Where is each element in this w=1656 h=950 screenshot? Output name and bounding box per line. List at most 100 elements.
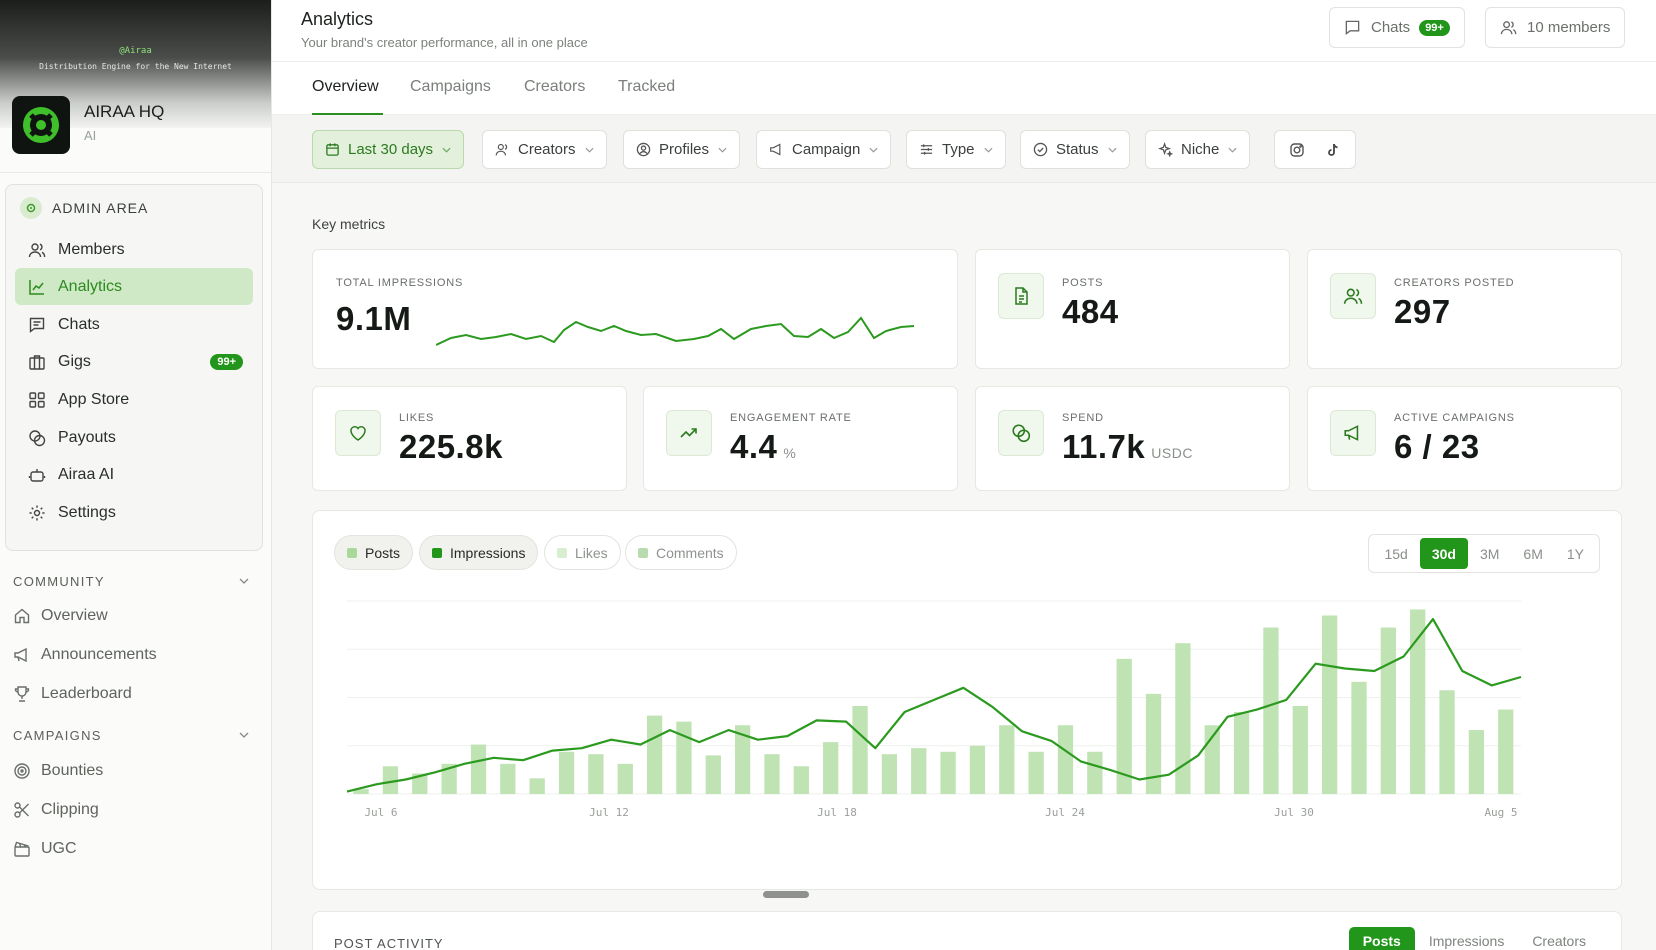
type-filter[interactable]: Type	[906, 130, 1006, 169]
sidebar-item-announcements[interactable]: Announcements	[13, 646, 157, 664]
sidebar-item-gigs[interactable]: Gigs 99+	[15, 343, 253, 380]
range-15d[interactable]: 15d	[1384, 545, 1408, 562]
x-tick-label: Jul 12	[589, 806, 629, 819]
bar-posts	[382, 766, 399, 794]
legend-comments[interactable]: Comments	[625, 535, 737, 570]
sidebar-item-label: Payouts	[58, 428, 116, 446]
sidebar-item-overview[interactable]: Overview	[13, 607, 108, 625]
platform-filter	[1274, 130, 1356, 169]
bar-posts	[793, 766, 809, 794]
admin-gear-icon	[20, 197, 42, 219]
sidebar-item-label: Overview	[41, 607, 108, 624]
bar-posts	[1028, 751, 1044, 794]
chevron-down-icon[interactable]	[239, 732, 249, 738]
tab-posts[interactable]: Posts	[1348, 927, 1415, 950]
sidebar-item-payouts[interactable]: Payouts	[15, 419, 253, 456]
legend-impressions[interactable]: Impressions	[419, 535, 539, 570]
tab-creators-activity[interactable]: Creators	[1532, 933, 1586, 949]
org-header[interactable]: AIRAA HQ AI	[12, 96, 164, 154]
bar-posts	[500, 763, 516, 794]
creators-posted-card: CREATORS POSTED 297	[1307, 249, 1622, 369]
org-logo	[12, 96, 70, 154]
status-filter[interactable]: Status	[1020, 130, 1130, 169]
x-tick-label: Jul 18	[817, 806, 857, 819]
chevron-down-icon	[442, 147, 451, 153]
sidebar-item-analytics[interactable]: Analytics	[15, 268, 253, 305]
sidebar-divider	[0, 172, 272, 173]
clapperboard-icon	[14, 841, 30, 857]
bar-posts	[1116, 658, 1132, 794]
legend-label: Likes	[575, 544, 608, 561]
sidebar-item-chats[interactable]: Chats	[15, 306, 253, 343]
chevron-down-icon[interactable]	[239, 578, 249, 584]
bar-posts	[1322, 615, 1338, 794]
coins-icon	[29, 429, 46, 446]
sidebar-item-settings[interactable]: Settings	[15, 494, 253, 531]
sparkles-icon	[1158, 142, 1173, 157]
campaigns-section-label[interactable]: CAMPAIGNS	[13, 728, 102, 743]
sidebar-item-bounties[interactable]: Bounties	[13, 762, 103, 780]
spend-label: SPEND	[1062, 412, 1104, 424]
calendar-icon	[326, 143, 339, 156]
campaign-filter[interactable]: Campaign	[756, 130, 892, 169]
legend-likes[interactable]: Likes	[544, 535, 621, 570]
impressions-sparkline	[436, 316, 915, 346]
key-metrics-title: Key metrics	[312, 216, 386, 232]
banner-tagline: Distribution Engine for the New Internet	[39, 62, 232, 71]
legend-swatch	[557, 547, 567, 558]
sidebar-item-app-store[interactable]: App Store	[15, 381, 253, 418]
bar-posts	[764, 754, 780, 794]
range-30d[interactable]: 30d	[1419, 538, 1468, 569]
profiles-filter[interactable]: Profiles	[623, 130, 741, 169]
sidebar-item-ugc[interactable]: UGC	[13, 840, 77, 858]
bar-posts	[969, 745, 986, 794]
admin-area-label: ADMIN AREA	[52, 200, 149, 216]
campaign-filter-label: Campaign	[792, 141, 861, 158]
resize-handle[interactable]	[763, 891, 809, 898]
instagram-icon[interactable]	[1289, 142, 1305, 158]
tab-overview[interactable]: Overview	[312, 78, 379, 95]
creators-filter[interactable]: Creators	[482, 130, 607, 169]
bar-posts	[1263, 627, 1279, 794]
date-range-filter[interactable]: Last 30 days	[312, 130, 465, 169]
sidebar-item-clipping[interactable]: Clipping	[13, 801, 99, 819]
tab-impressions[interactable]: Impressions	[1428, 933, 1505, 949]
members-button[interactable]: 10 members	[1485, 7, 1626, 48]
bar-posts	[441, 763, 457, 794]
tab-campaigns[interactable]: Campaigns	[410, 78, 491, 95]
active-tab-indicator	[312, 113, 383, 115]
org-name: AIRAA HQ	[84, 101, 165, 121]
heart-icon	[335, 410, 381, 456]
range-1y[interactable]: 1Y	[1566, 545, 1584, 562]
range-6m[interactable]: 6M	[1523, 545, 1543, 562]
sidebar-item-airaa-ai[interactable]: Airaa AI	[15, 456, 253, 493]
sidebar-item-label: Airaa AI	[58, 465, 115, 483]
range-3m[interactable]: 3M	[1479, 545, 1500, 562]
bar-posts	[1380, 627, 1396, 794]
active-campaigns-label: ACTIVE CAMPAIGNS	[1394, 412, 1515, 424]
chevron-down-icon	[869, 147, 878, 153]
bar-posts	[1175, 643, 1191, 794]
chats-button-label: Chats	[1371, 19, 1411, 36]
community-section-label[interactable]: COMMUNITY	[13, 574, 105, 589]
sidebar-item-leaderboard[interactable]: Leaderboard	[13, 685, 132, 703]
gear-icon	[29, 505, 45, 520]
niche-filter[interactable]: Niche	[1145, 130, 1251, 169]
chats-button[interactable]: Chats 99+	[1329, 7, 1465, 48]
status-filter-label: Status	[1056, 141, 1099, 158]
impressions-card: TOTAL IMPRESSIONS 9.1M	[312, 249, 958, 369]
tiktok-icon[interactable]	[1325, 142, 1341, 158]
coins-icon	[998, 410, 1044, 456]
chevron-down-icon	[1228, 147, 1237, 153]
sidebar-item-members[interactable]: Members	[15, 231, 253, 268]
active-campaigns-value: 6 / 23	[1394, 428, 1480, 465]
tab-tracked[interactable]: Tracked	[618, 78, 676, 95]
bar-posts	[1292, 705, 1308, 794]
bar-posts	[1233, 711, 1250, 794]
chats-badge: 99+	[1419, 19, 1450, 36]
legend-posts[interactable]: Posts	[334, 535, 414, 570]
tab-creators[interactable]: Creators	[524, 78, 586, 95]
profiles-filter-label: Profiles	[659, 141, 710, 158]
legend-swatch	[638, 547, 648, 558]
x-tick-label: Jul 30	[1274, 806, 1314, 819]
